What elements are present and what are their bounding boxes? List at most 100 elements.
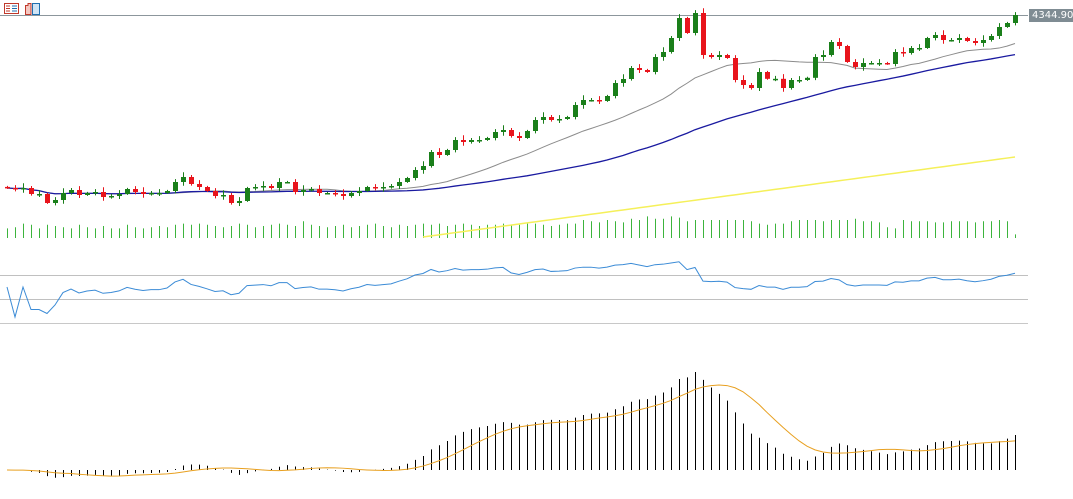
candle-bullish [797, 80, 802, 82]
candle-bullish [453, 140, 458, 150]
candle-bearish [645, 70, 650, 72]
candle-bearish [965, 38, 970, 41]
candle-bearish [29, 188, 34, 194]
candle-bearish [901, 52, 906, 54]
candle-bearish [437, 152, 442, 155]
candle-bullish [989, 36, 994, 40]
candle-bearish [141, 192, 146, 194]
candle-bearish [837, 42, 842, 46]
candle-bearish [45, 194, 50, 203]
candle-bullish [501, 130, 506, 132]
candle-bullish [69, 190, 74, 193]
candle-bearish [213, 191, 218, 196]
candle-bullish [829, 42, 834, 55]
candle-bearish [701, 13, 706, 55]
candle-bullish [893, 52, 898, 64]
candle-bullish [613, 83, 618, 96]
candle-bullish [221, 195, 226, 197]
ma-slow-line [422, 156, 1016, 238]
candle-bearish [77, 190, 82, 195]
candle-bullish [909, 48, 914, 53]
candle-bearish [517, 136, 522, 138]
chart-toolbar [0, 0, 1073, 15]
candle-bullish [621, 79, 626, 83]
candle-bullish [245, 188, 250, 201]
macd-signal-line [6, 384, 1016, 477]
candle-bullish [677, 18, 682, 38]
candle-bullish [949, 40, 954, 42]
candle-bullish [653, 57, 658, 72]
candle-bullish [61, 193, 66, 200]
candle-bullish [581, 100, 586, 105]
candle-bullish [301, 190, 306, 192]
candle-bearish [549, 117, 554, 120]
candle-bearish [5, 186, 10, 189]
candle-bullish [237, 201, 242, 203]
candle-bearish [885, 63, 890, 65]
candle-bullish [589, 100, 594, 102]
candle-bullish [157, 193, 162, 195]
candle-bearish [197, 184, 202, 187]
candle-bearish [229, 195, 234, 203]
candle-bullish [365, 187, 370, 191]
candle-bullish [877, 63, 882, 65]
candle-bullish [821, 55, 826, 57]
candle-bullish [277, 182, 282, 188]
candle-bullish [997, 27, 1002, 36]
candle-bearish [845, 46, 850, 62]
candle-bearish [853, 62, 858, 67]
candle-bearish [637, 68, 642, 70]
candle-bearish [293, 182, 298, 192]
candle-bearish [189, 177, 194, 184]
candle-bullish [525, 131, 530, 138]
current-price-label: 4344.90 [1029, 9, 1073, 22]
candle-bearish [685, 18, 690, 33]
candle-bullish [85, 193, 90, 195]
candle-bullish [773, 78, 778, 81]
candle-bullish [557, 119, 562, 121]
candle-bullish [429, 152, 434, 166]
candle-bullish [381, 187, 386, 189]
candle-bearish [973, 41, 978, 43]
candle-bullish [309, 189, 314, 191]
candle-bearish [765, 72, 770, 79]
candle-bullish [405, 178, 410, 182]
candle-bullish [261, 186, 266, 188]
candle-bullish [981, 40, 986, 43]
candle-bullish [605, 96, 610, 101]
candle-bearish [741, 80, 746, 85]
candle-bullish [1005, 23, 1010, 27]
candle-bullish [173, 182, 178, 191]
candle-bullish [957, 38, 962, 40]
candle-bullish [717, 55, 722, 57]
candle-bullish [805, 77, 810, 80]
candle-bearish [205, 187, 210, 191]
candle-bullish [669, 38, 674, 52]
candle-bullish [389, 186, 394, 188]
candle-bullish [357, 191, 362, 193]
candle-bullish [21, 188, 26, 190]
candle-bearish [373, 187, 378, 189]
list-icon[interactable] [4, 3, 19, 14]
candle-bearish [733, 58, 738, 80]
candle-bullish [925, 38, 930, 48]
candle-bullish [53, 200, 58, 203]
candle-bullish [933, 35, 938, 38]
candle-bearish [333, 193, 338, 195]
candle-bullish [813, 57, 818, 78]
candle-bullish [661, 52, 666, 57]
candle-bullish [445, 150, 450, 155]
candle-bearish [709, 55, 714, 57]
candle-bullish [149, 193, 154, 195]
rsi-line [6, 261, 1016, 319]
template-icon[interactable] [25, 3, 40, 15]
candle-bullish [125, 189, 130, 194]
candle-bearish [941, 35, 946, 40]
candle-bullish [477, 140, 482, 142]
candle-bullish [485, 138, 490, 140]
candle-bearish [13, 188, 18, 190]
candle-bullish [541, 117, 546, 120]
candle-bullish [789, 80, 794, 88]
candle-bullish [397, 182, 402, 186]
